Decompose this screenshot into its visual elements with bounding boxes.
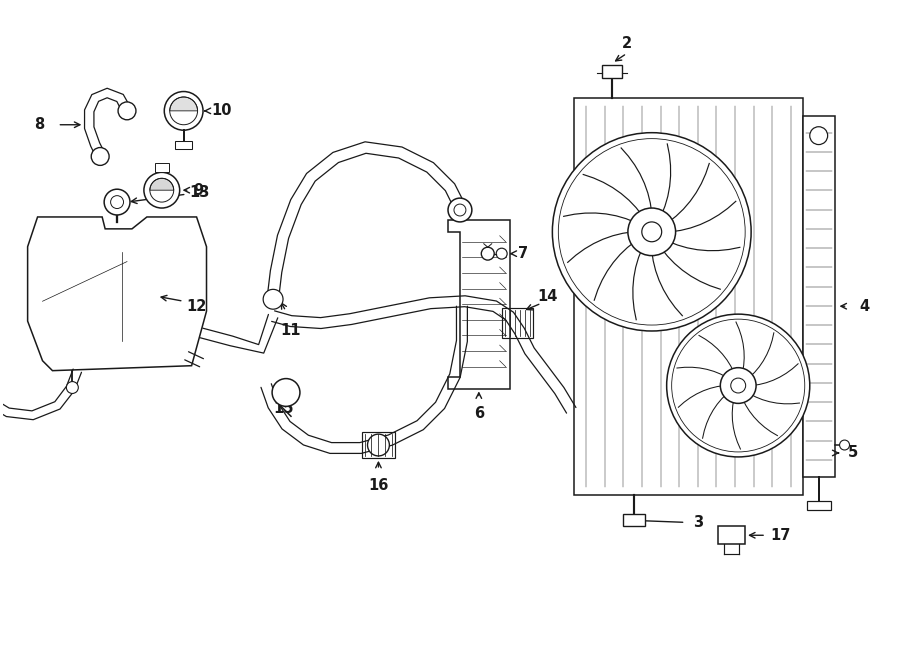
Circle shape xyxy=(144,173,180,208)
Bar xyxy=(501,308,534,338)
Polygon shape xyxy=(448,220,509,389)
Circle shape xyxy=(667,314,810,457)
Bar xyxy=(155,163,168,173)
Text: 11: 11 xyxy=(281,323,302,338)
Text: 8: 8 xyxy=(34,117,44,132)
Text: 12: 12 xyxy=(186,299,207,314)
Text: 1: 1 xyxy=(675,222,686,237)
Bar xyxy=(176,141,192,149)
Text: 3: 3 xyxy=(693,515,704,530)
Text: 4: 4 xyxy=(860,299,869,314)
Circle shape xyxy=(553,133,752,331)
Circle shape xyxy=(482,247,494,260)
Polygon shape xyxy=(28,217,206,371)
Text: 15: 15 xyxy=(273,401,293,416)
Circle shape xyxy=(104,189,130,215)
Circle shape xyxy=(454,204,466,216)
Circle shape xyxy=(67,381,78,393)
Circle shape xyxy=(496,248,507,259)
Circle shape xyxy=(111,196,123,208)
Text: 16: 16 xyxy=(368,478,389,492)
Bar xyxy=(806,500,831,510)
Wedge shape xyxy=(170,97,198,111)
Bar xyxy=(623,514,644,526)
Circle shape xyxy=(272,379,300,407)
Circle shape xyxy=(642,222,662,242)
Bar xyxy=(574,98,803,494)
Text: 9: 9 xyxy=(194,182,203,198)
Circle shape xyxy=(731,378,746,393)
Bar xyxy=(803,116,834,477)
Wedge shape xyxy=(150,178,174,190)
Circle shape xyxy=(628,208,676,256)
Text: 2: 2 xyxy=(622,36,632,51)
Text: 14: 14 xyxy=(537,289,558,304)
Text: 7: 7 xyxy=(518,246,527,261)
Circle shape xyxy=(263,290,283,309)
Bar xyxy=(602,65,622,78)
Circle shape xyxy=(165,91,203,130)
Circle shape xyxy=(810,127,828,145)
Text: 17: 17 xyxy=(770,527,790,543)
Circle shape xyxy=(720,368,756,403)
Text: 13: 13 xyxy=(190,184,210,200)
Text: 5: 5 xyxy=(848,446,858,461)
Circle shape xyxy=(91,147,109,165)
Circle shape xyxy=(840,440,850,450)
Bar xyxy=(718,526,745,544)
Circle shape xyxy=(367,434,390,456)
Text: 6: 6 xyxy=(473,407,484,421)
Circle shape xyxy=(448,198,472,222)
Text: 10: 10 xyxy=(212,103,232,118)
Circle shape xyxy=(118,102,136,120)
Bar xyxy=(362,432,395,458)
